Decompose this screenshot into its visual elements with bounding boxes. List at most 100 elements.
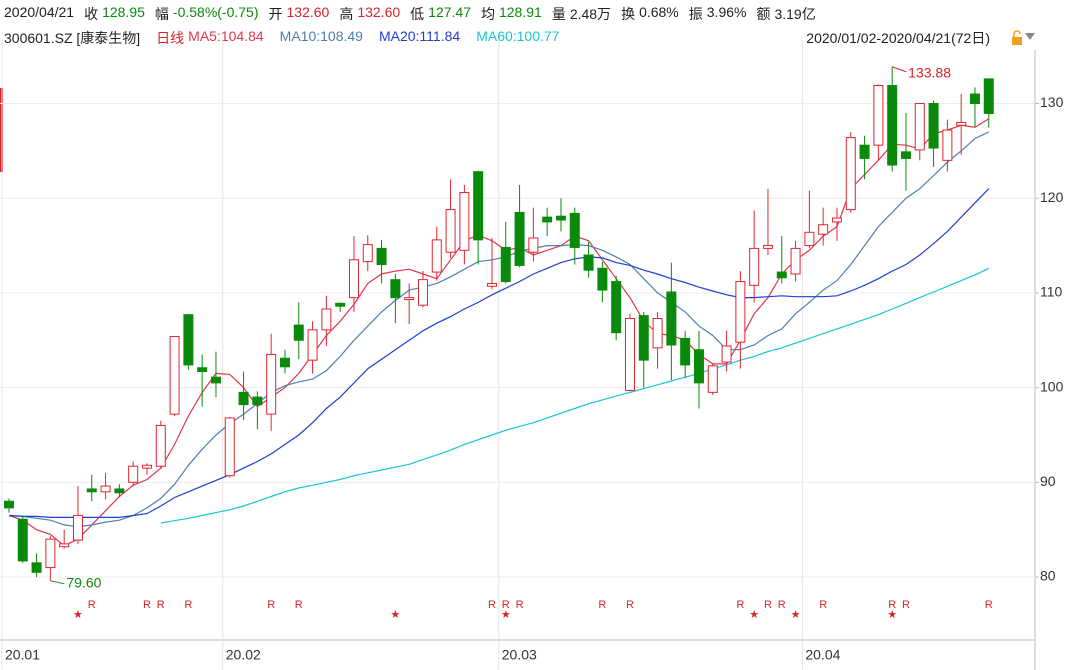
candle-body	[100, 485, 111, 493]
info-item: 2020/04/21	[4, 4, 74, 24]
info-label: 收	[84, 6, 99, 22]
candle-body	[583, 254, 594, 271]
candle-body	[859, 144, 870, 159]
event-marker: R	[778, 599, 786, 611]
candle-body	[873, 85, 884, 146]
star-marker: ★	[791, 609, 801, 621]
legend-entry: MA20:111.84	[378, 28, 461, 44]
candle-body	[348, 259, 359, 299]
period: 日线	[156, 30, 185, 46]
event-marker: R	[902, 599, 910, 611]
star-marker: ★	[501, 609, 511, 621]
info-label: 开	[268, 6, 283, 22]
info-label: 量	[551, 6, 566, 22]
candle-body	[956, 121, 967, 126]
info-value: 128.91	[498, 4, 542, 20]
event-marker: R	[502, 599, 510, 611]
x-tick-label: 20.01	[5, 647, 40, 663]
candle-body	[790, 247, 801, 275]
candle-body	[45, 538, 56, 569]
info-item: 均 128.91	[481, 4, 542, 24]
candle-body	[707, 365, 718, 393]
candle-body	[900, 151, 911, 159]
event-marker: R	[985, 599, 993, 611]
candle-body	[818, 224, 829, 235]
candle-body	[486, 282, 497, 287]
candle-body	[155, 424, 166, 467]
event-marker: R	[764, 599, 772, 611]
y-tick-label: 110	[1040, 284, 1063, 300]
candle-body	[749, 247, 760, 286]
event-marker: R	[736, 599, 744, 611]
event-marker: R	[888, 599, 896, 611]
info-label: 均	[480, 6, 495, 22]
candle-body	[169, 335, 180, 415]
info-label: 振	[688, 6, 703, 22]
candle-body	[224, 417, 235, 477]
date-range: 2020/01/02-2020/04/21(72日)	[806, 30, 990, 46]
event-marker: R	[157, 599, 165, 611]
candle-body	[555, 215, 566, 221]
event-marker: R	[516, 599, 524, 611]
candle-body	[845, 137, 856, 211]
candle-body	[597, 267, 608, 291]
info-label: 换	[621, 6, 636, 22]
annotation-label: 79.60	[66, 575, 101, 591]
candle-body	[335, 302, 346, 307]
annotation-arrow	[892, 66, 907, 73]
lock-icon	[1013, 30, 1021, 37]
candle-body	[362, 244, 373, 263]
candle-body	[887, 85, 898, 166]
candle-body	[266, 353, 277, 415]
candle-body	[804, 231, 815, 247]
legend-entry: MA60:100.77	[476, 28, 560, 44]
candle-body	[252, 396, 263, 406]
candle-body	[569, 212, 580, 248]
candle-body	[914, 103, 925, 151]
event-marker: R	[184, 599, 192, 611]
info-label: 额	[756, 6, 771, 22]
candle-body	[141, 464, 152, 469]
info-item: 量 2.48万	[552, 4, 611, 24]
candle-body	[72, 514, 83, 541]
star-marker: ★	[887, 609, 897, 621]
ma-line	[8, 131, 990, 528]
candle-body	[611, 281, 622, 334]
y-tick-label: 80	[1040, 568, 1056, 584]
info-item: 高 132.60	[339, 4, 400, 24]
event-marker: R	[488, 599, 496, 611]
candle-body	[3, 500, 14, 509]
info-label: 幅	[154, 6, 169, 22]
info-value: 3.96%	[706, 4, 747, 20]
x-tick-label: 20.02	[226, 647, 261, 663]
event-marker: R	[295, 599, 303, 611]
star-marker: ★	[390, 609, 400, 621]
candle-body	[445, 209, 456, 253]
candle-body	[417, 279, 428, 306]
event-marker: R	[267, 599, 275, 611]
x-tick-label: 20.04	[805, 647, 840, 663]
info-item: 收 128.95	[84, 4, 145, 24]
annotation-arrow	[50, 580, 65, 585]
legend-entry: MA5:104.84	[188, 28, 264, 44]
info-value: 2.48万	[569, 6, 612, 22]
event-marker: R	[819, 599, 827, 611]
info-value: 0.68%	[639, 4, 679, 20]
dropdown[interactable]	[1025, 33, 1035, 40]
y-tick-label: 100	[1040, 378, 1064, 394]
candle-body	[983, 78, 994, 114]
info-value: 132.60	[357, 4, 401, 20]
candle-body	[128, 465, 139, 483]
candle-body	[500, 246, 511, 283]
candle-body	[969, 93, 980, 105]
ma-line	[160, 267, 990, 524]
candle-body	[86, 488, 97, 493]
star-marker: ★	[749, 609, 759, 621]
candle-body	[390, 279, 401, 299]
info-value: 128.95	[102, 4, 145, 20]
candle-body	[197, 367, 208, 373]
candle-body	[31, 562, 42, 573]
candle-body	[279, 357, 290, 368]
x-tick-label: 20.03	[502, 647, 537, 663]
